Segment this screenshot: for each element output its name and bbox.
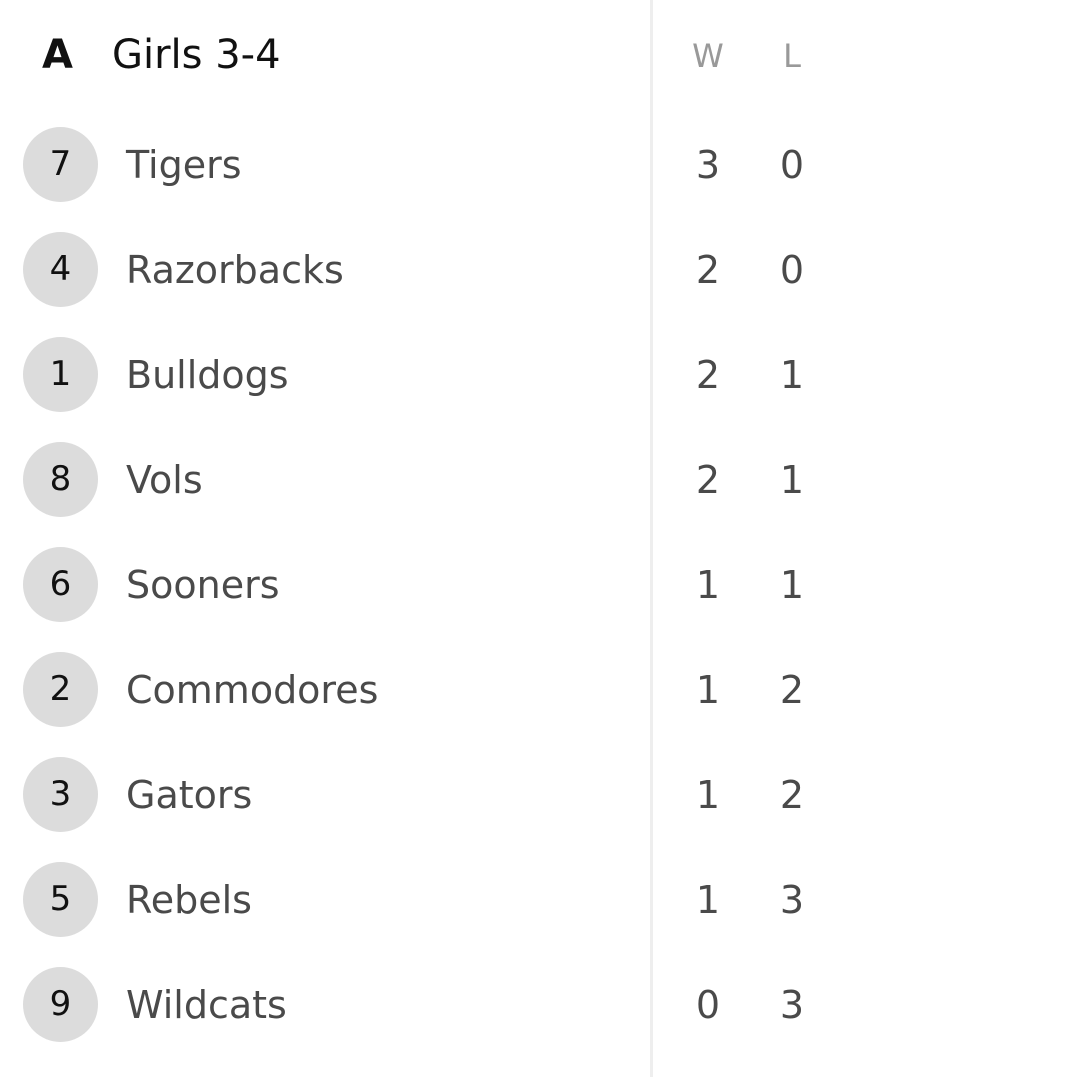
seed-badge: 2 <box>23 652 98 727</box>
team-row[interactable]: 7 Tigers 3 0 <box>0 112 1083 217</box>
team-row[interactable]: 3 Gators 1 2 <box>0 742 1083 847</box>
division-title: Girls 3-4 <box>112 32 281 78</box>
group-letter: A <box>42 32 73 78</box>
seed-badge: 6 <box>23 547 98 622</box>
wins-value: 1 <box>695 878 721 922</box>
column-divider <box>650 0 653 1077</box>
team-name[interactable]: Sooners <box>126 563 280 607</box>
wins-value: 2 <box>695 458 721 502</box>
losses-value: 1 <box>779 563 805 607</box>
seed-badge: 8 <box>23 442 98 517</box>
wins-value: 2 <box>695 248 721 292</box>
team-row[interactable]: 6 Sooners 1 1 <box>0 532 1083 637</box>
losses-value: 0 <box>779 143 805 187</box>
wins-column-header: W <box>692 37 724 75</box>
losses-value: 2 <box>779 773 805 817</box>
team-name[interactable]: Commodores <box>126 668 379 712</box>
wins-value: 0 <box>695 983 721 1027</box>
wins-value: 1 <box>695 668 721 712</box>
wins-value: 1 <box>695 773 721 817</box>
losses-value: 1 <box>779 353 805 397</box>
team-name[interactable]: Rebels <box>126 878 252 922</box>
seed-badge: 1 <box>23 337 98 412</box>
losses-value: 0 <box>779 248 805 292</box>
standings-header: A Girls 3-4 W L <box>0 0 1083 112</box>
team-row[interactable]: 1 Bulldogs 2 1 <box>0 322 1083 427</box>
wins-value: 2 <box>695 353 721 397</box>
seed-badge: 7 <box>23 127 98 202</box>
team-row[interactable]: 5 Rebels 1 3 <box>0 847 1083 952</box>
team-name[interactable]: Razorbacks <box>126 248 344 292</box>
team-row[interactable]: 9 Wildcats 0 3 <box>0 952 1083 1057</box>
losses-value: 1 <box>779 458 805 502</box>
team-name[interactable]: Vols <box>126 458 203 502</box>
losses-value: 3 <box>779 983 805 1027</box>
team-name[interactable]: Bulldogs <box>126 353 289 397</box>
wins-value: 1 <box>695 563 721 607</box>
team-name[interactable]: Tigers <box>126 143 242 187</box>
team-name[interactable]: Wildcats <box>126 983 287 1027</box>
losses-value: 2 <box>779 668 805 712</box>
seed-badge: 3 <box>23 757 98 832</box>
seed-badge: 5 <box>23 862 98 937</box>
team-row[interactable]: 4 Razorbacks 2 0 <box>0 217 1083 322</box>
team-name[interactable]: Gators <box>126 773 253 817</box>
team-row[interactable]: 2 Commodores 1 2 <box>0 637 1083 742</box>
seed-badge: 9 <box>23 967 98 1042</box>
losses-column-header: L <box>783 37 801 75</box>
losses-value: 3 <box>779 878 805 922</box>
seed-badge: 4 <box>23 232 98 307</box>
team-row[interactable]: 8 Vols 2 1 <box>0 427 1083 532</box>
wins-value: 3 <box>695 143 721 187</box>
